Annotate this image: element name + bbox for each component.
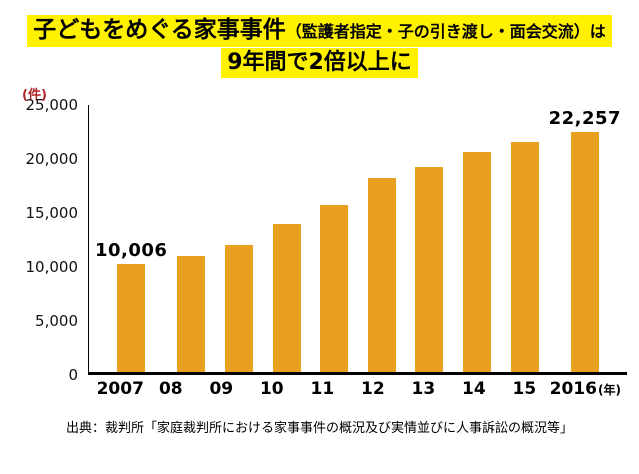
- x-tick-label: 2007: [96, 379, 144, 400]
- bar: [463, 152, 492, 373]
- x-tick-label: 11: [310, 379, 335, 400]
- title-line-1: 子どもをめぐる家事事件（監護者指定・子の引き渡し・面会交流）は: [0, 15, 639, 47]
- bar-group: [453, 105, 501, 373]
- y-tick-label: 15,000: [25, 204, 79, 223]
- bar: [415, 167, 444, 373]
- bar-group: [501, 105, 549, 373]
- x-tick-label: 08: [158, 379, 183, 400]
- bar-group: [406, 105, 454, 373]
- bar: [177, 256, 206, 373]
- x-tick-label: 12: [361, 379, 385, 400]
- bar-group: [263, 105, 311, 373]
- plot-area: 10,006 22,257: [88, 105, 627, 376]
- source-note: 出典：裁判所「家庭裁判所における家事事件の概況及び実情並びに人事訴訟の概況等」: [65, 421, 573, 437]
- bar-group: 22,257: [548, 105, 622, 373]
- bar: [224, 245, 253, 373]
- chart: 0 5,000 10,000 15,000 20,000 25,000 10,006 22,…: [0, 96, 627, 384]
- y-tick-label: 5,000: [35, 312, 78, 331]
- bar-group: [358, 105, 406, 373]
- title-main: 子どもをめぐる家事事件: [33, 17, 286, 43]
- bar-group: 10,006: [95, 105, 168, 373]
- x-axis: 2007 08 09 10 11 12 13 14 15 2016(年): [89, 379, 627, 399]
- bar: [272, 224, 301, 373]
- y-tick-label: 20,000: [25, 150, 79, 169]
- x-tick-label: 13: [411, 379, 436, 400]
- x-tick-label: 15: [512, 379, 537, 400]
- figure-title: 子どもをめぐる家事事件（監護者指定・子の引き渡し・面会交流）は 9年間で2倍以上…: [0, 15, 639, 79]
- x-tick-label: 09: [209, 379, 234, 400]
- bar-value-label: 10,006: [95, 240, 168, 262]
- title-highlight-1: 子どもをめぐる家事事件（監護者指定・子の引き渡し・面会交流）は: [27, 15, 612, 47]
- bar-value-label: 22,257: [548, 108, 622, 130]
- x-tick-label: 2016(年): [549, 379, 621, 400]
- bar-group: [167, 105, 215, 373]
- y-tick-label: 10,000: [25, 258, 79, 277]
- x-tick-label: 14: [462, 379, 486, 400]
- bar: [367, 178, 396, 373]
- y-axis: 0 5,000 10,000 15,000 20,000 25,000: [0, 96, 88, 384]
- bar: [117, 264, 146, 373]
- y-tick-label: 25,000: [25, 96, 79, 115]
- title-highlight-2: 9年間で2倍以上に: [221, 47, 418, 79]
- y-tick-label: 0: [68, 366, 78, 385]
- title-line-2: 9年間で2倍以上に: [0, 47, 639, 79]
- y-axis-unit-label: (件): [22, 88, 47, 104]
- bar-group: [310, 105, 358, 373]
- bar-group: [215, 105, 263, 373]
- x-tick-label: 10: [259, 379, 284, 400]
- bar: [510, 142, 539, 373]
- bar: [570, 132, 599, 373]
- year-suffix: (年): [597, 383, 621, 398]
- bar: [320, 205, 349, 373]
- title-sub: （監護者指定・子の引き渡し・面会交流）は: [285, 22, 606, 41]
